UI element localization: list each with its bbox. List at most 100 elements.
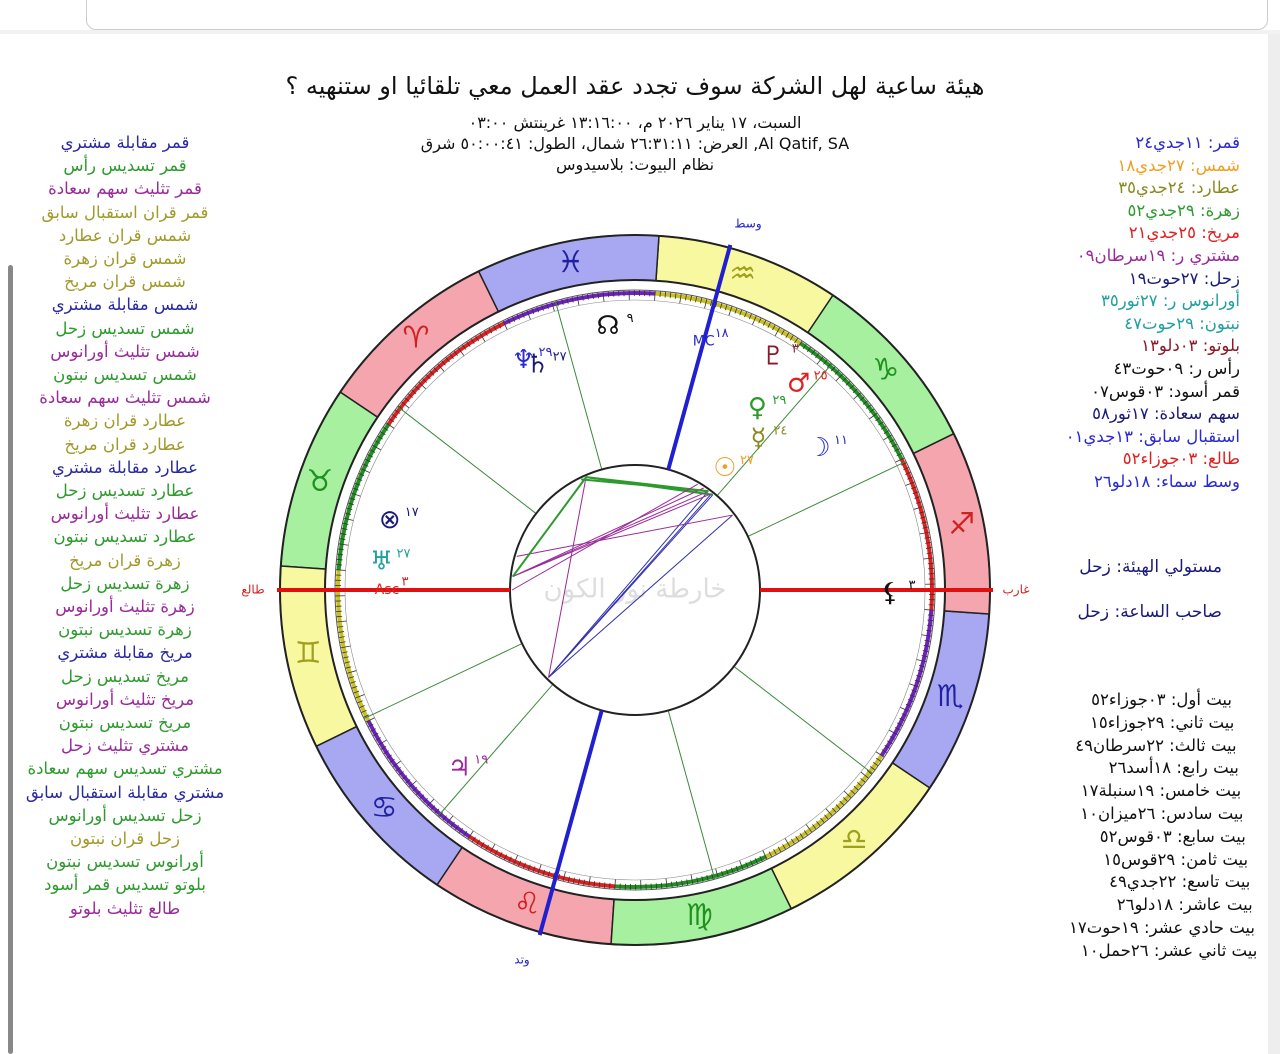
angle-axis — [537, 709, 604, 936]
planet-glyph: ♃ — [448, 752, 471, 782]
position-item: استقبال سابق: ١٣جدي٠١ — [1065, 426, 1240, 446]
degree-tick — [345, 666, 352, 669]
sign-band — [336, 569, 371, 722]
angle-label: وسط — [734, 217, 761, 232]
degree-tick — [884, 744, 890, 749]
planet-degree: ٩ — [627, 311, 634, 326]
degree-tick — [907, 699, 914, 703]
degree-tick — [484, 330, 488, 336]
degree-tick — [430, 805, 436, 811]
degree-tick — [446, 815, 454, 824]
planet-glyph: Asc — [375, 582, 400, 598]
degree-tick — [909, 683, 920, 688]
degree-tick — [806, 346, 812, 352]
degree-tick — [926, 552, 933, 554]
degree-tick — [338, 543, 349, 546]
house-cusp — [397, 406, 537, 514]
sign-glyph: ♈ — [403, 321, 430, 356]
degree-tick — [860, 778, 866, 783]
degree-tick — [418, 381, 427, 390]
sign-band — [879, 609, 934, 757]
degree-tick — [857, 782, 863, 787]
degree-tick — [726, 869, 729, 876]
degree-tick — [567, 876, 570, 883]
degree-tick — [338, 636, 345, 638]
aspect-line — [548, 514, 733, 678]
degree-tick — [685, 294, 687, 301]
ruler-item: مستولي الهيئة: زحل — [1079, 557, 1222, 577]
degree-tick — [442, 815, 447, 821]
degree-tick — [607, 291, 610, 298]
aspect-item: عطارد تثليث أورانوس — [50, 504, 200, 524]
sign-band — [614, 854, 767, 889]
degree-tick — [383, 750, 390, 755]
degree-tick — [905, 703, 912, 707]
degree-tick — [785, 332, 790, 338]
degree-tick — [502, 320, 508, 330]
degree-tick — [423, 798, 428, 803]
aspect-item: عطارد مقابلة مشتري — [52, 457, 198, 477]
degree-tick — [758, 317, 762, 324]
aspect-item: شمس تسديس نبتون — [53, 365, 197, 384]
planet-degree: ١٩ — [474, 752, 488, 767]
degree-tick — [842, 377, 847, 382]
degree-tick — [408, 780, 417, 788]
degree-tick — [767, 322, 771, 328]
aspect-item: زهرة تثليث أورانوس — [55, 597, 195, 616]
degree-tick — [925, 547, 933, 549]
degree-tick — [521, 311, 525, 318]
degree-tick — [337, 553, 344, 556]
degree-tick — [891, 443, 898, 448]
planet-glyph: ☊ — [597, 311, 620, 341]
degree-tick — [921, 521, 928, 524]
sign-band — [654, 291, 802, 346]
degree-tick — [827, 362, 832, 368]
aspect-item: قمر قران استقبال سابق — [41, 202, 209, 222]
house-item: بيت عاشر: ١٨دلو٢٦ — [1116, 895, 1253, 915]
degree-tick — [812, 824, 817, 830]
degree-tick — [803, 830, 808, 836]
degree-tick — [507, 318, 511, 324]
degree-tick — [923, 557, 934, 560]
degree-tick — [875, 757, 882, 762]
degree-tick — [422, 378, 427, 383]
degree-tick — [412, 786, 418, 792]
degree-tick — [531, 308, 535, 315]
degree-tick — [911, 689, 918, 693]
sign-glyph: ♊ — [295, 636, 322, 671]
aspect-item: شمس مقابلة مشتري — [51, 295, 199, 315]
degree-tick — [695, 296, 698, 303]
degree-tick — [869, 766, 876, 771]
sign-glyph: ♑ — [872, 352, 899, 387]
degree-tick — [397, 405, 404, 410]
degree-tick — [824, 814, 829, 820]
aspect-item: قمر مقابلة مشتري — [60, 133, 190, 152]
planet-degree: ١١ — [834, 433, 848, 448]
degree-tick — [433, 367, 439, 373]
house-item: بيت ثاني عشر: ٢٦حمل١٠ — [1080, 940, 1258, 960]
degree-tick — [566, 297, 569, 304]
aspect-line — [512, 493, 712, 578]
subtitle-line: Al Qatif, SA, العرض: ٢٦:٣١:١١ شمال، الطو… — [420, 134, 850, 153]
degree-tick — [701, 876, 704, 883]
aspect-item: شمس تثليث أورانوس — [50, 341, 200, 361]
scrollbar[interactable] — [8, 265, 13, 1054]
degree-tick — [337, 631, 345, 633]
degree-tick — [873, 761, 879, 767]
degree-tick — [916, 674, 923, 678]
degree-tick — [754, 858, 759, 864]
degree-tick — [609, 882, 611, 889]
degree-tick — [925, 542, 932, 544]
degree-tick — [878, 421, 884, 426]
degree-tick — [353, 690, 360, 694]
degree-tick — [346, 670, 357, 674]
degree-tick — [493, 325, 497, 331]
degree-tick — [588, 876, 591, 887]
sign-band — [503, 291, 656, 326]
house-item: بيت تاسع: ٢٢جدي٤٩ — [1109, 872, 1251, 892]
house-item: بيت سابع: ٠٣قوس٥٢ — [1099, 826, 1246, 846]
degree-tick — [342, 656, 349, 659]
degree-tick — [350, 492, 361, 497]
degree-tick — [458, 828, 464, 834]
